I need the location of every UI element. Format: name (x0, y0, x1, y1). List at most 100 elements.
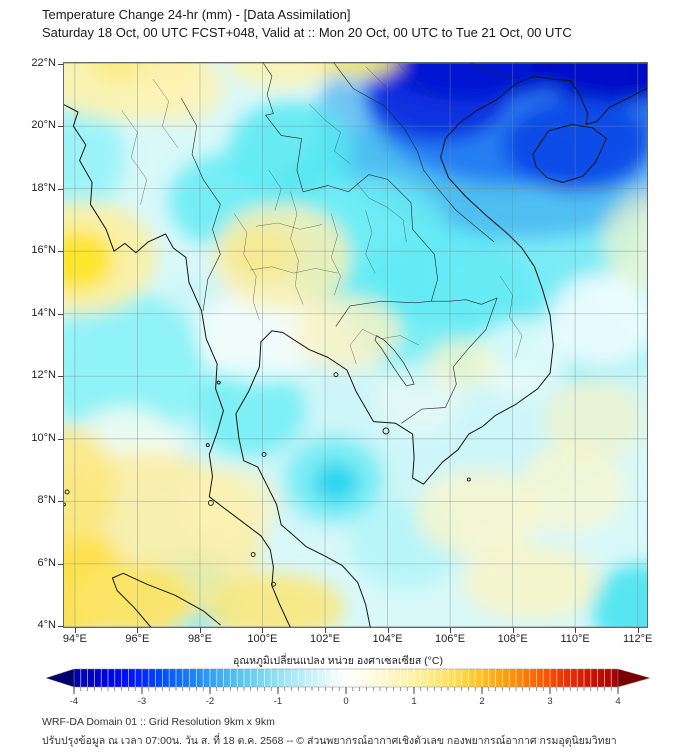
anomaly-region (590, 563, 648, 628)
x-tick-label: 98°E (187, 633, 212, 645)
coastline-path (396, 62, 457, 117)
coastline-path (430, 297, 498, 305)
coastline-path (374, 335, 415, 387)
coastline-path (255, 222, 323, 230)
coastline-path (249, 266, 338, 274)
y-tick-label: 14°N (31, 306, 56, 319)
footer-issuer-info: ปรับปรุงข้อมูล ณ เวลา 07:00น. วัน ส. ที่… (42, 735, 617, 747)
coastline-path (63, 103, 292, 628)
island-outline (216, 380, 221, 385)
coastline-path (365, 210, 376, 274)
anomaly-region (196, 288, 322, 383)
colorbar-tick-label: 3 (547, 696, 552, 707)
y-tick-mark (58, 376, 63, 378)
y-tick-mark (58, 501, 63, 503)
island-outline (466, 477, 471, 482)
colorbar-arrow-high (617, 668, 651, 688)
colorbar-tick-label: 2 (479, 696, 484, 707)
coastline-path (180, 97, 221, 311)
x-tick-mark (512, 628, 514, 633)
coastline-layer (63, 62, 648, 628)
y-tick-label: 4°N (37, 619, 56, 632)
coastline-path (362, 329, 420, 346)
map-plot (63, 62, 648, 628)
coastline-path (234, 213, 260, 321)
footer-model-info: WRF-DA Domain 01 :: Grid Resolution 9km … (42, 716, 275, 728)
coastline-path (332, 62, 495, 243)
anomaly-region (131, 62, 225, 123)
y-tick-mark (58, 126, 63, 128)
x-tick-label: 108°E (497, 633, 528, 645)
island-outline (207, 499, 214, 506)
x-tick-mark (387, 628, 389, 633)
coastline-path (499, 275, 523, 358)
x-tick-label: 104°E (372, 633, 403, 645)
anomaly-region (178, 466, 279, 543)
coastline-path (365, 66, 410, 114)
anomaly-region (550, 273, 648, 367)
anomaly-region (312, 462, 360, 503)
coastline-path (268, 169, 282, 211)
anomaly-field-layer (63, 62, 648, 628)
y-tick-mark (58, 313, 63, 315)
coastline-path (235, 75, 648, 628)
coastline-path (532, 124, 607, 183)
anomaly-region (543, 379, 644, 461)
anomaly-region (318, 62, 400, 78)
anomaly-region (63, 101, 125, 214)
plot-frame (63, 62, 648, 628)
y-tick-mark (58, 563, 63, 565)
anomaly-region (63, 426, 116, 546)
colorbar-tick-label: -4 (70, 696, 78, 707)
anomaly-region (63, 291, 207, 442)
y-tick-mark (58, 438, 63, 440)
anomaly-region (228, 62, 335, 89)
y-tick-label: 16°N (31, 244, 56, 257)
colorbar-tick-label: 4 (615, 696, 620, 707)
x-tick-mark (575, 628, 577, 633)
x-tick-mark (637, 628, 639, 633)
anomaly-region (518, 445, 626, 533)
y-tick-label: 10°N (31, 431, 56, 444)
anomaly-region (68, 563, 194, 628)
colorbar-tick-label: 1 (411, 696, 416, 707)
colorbar-arrow-low (45, 668, 75, 688)
x-tick-label: 102°E (309, 633, 341, 645)
anomaly-region (503, 97, 648, 192)
y-tick-mark (58, 188, 63, 190)
coastline-path (349, 329, 363, 365)
y-tick-mark (58, 626, 63, 628)
coastline-path (111, 572, 221, 628)
coastline-path (152, 78, 179, 149)
coastline-path (265, 114, 438, 302)
colorbar-tick-label: -1 (274, 696, 282, 707)
colorbar-tick-label: -3 (138, 696, 146, 707)
x-tick-mark (450, 628, 452, 633)
x-tick-label: 94°E (62, 633, 87, 645)
island-outline (270, 581, 276, 587)
x-tick-label: 106°E (435, 633, 466, 645)
anomaly-region (603, 194, 648, 289)
colorbar-tick-label: -2 (206, 696, 214, 707)
y-tick-label: 20°N (31, 119, 56, 132)
anomaly-region (63, 230, 114, 291)
y-tick-label: 8°N (37, 494, 56, 507)
chart-title: Temperature Change 24-hr (mm) - [Data As… (42, 7, 351, 22)
chart-subtitle: Saturday 18 Oct, 00 UTC FCST+048, Valid … (42, 25, 572, 40)
x-tick-mark (325, 628, 326, 633)
anomaly-region (415, 470, 541, 558)
x-tick-label: 110°E (560, 633, 590, 645)
coastline-path (290, 191, 304, 305)
x-tick-mark (74, 628, 76, 633)
x-tick-mark (262, 628, 264, 633)
island-outline (333, 372, 339, 378)
island-outline (382, 427, 390, 435)
x-tick-label: 100°E (247, 633, 278, 645)
x-tick-label: 96°E (125, 633, 150, 645)
anomaly-region (462, 545, 601, 621)
island-outline (205, 443, 210, 448)
coastline-path (262, 62, 274, 116)
anomaly-region (206, 573, 344, 628)
anomaly-region (531, 62, 648, 105)
